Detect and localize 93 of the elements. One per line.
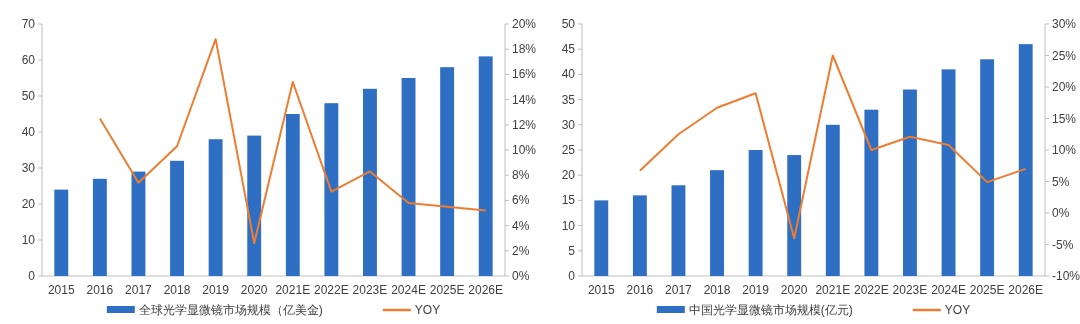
bar	[208, 139, 223, 276]
y2-tick-label: 4%	[512, 218, 530, 233]
y2-tick-label: 5%	[1052, 174, 1070, 189]
y-tick-label: 20	[561, 168, 576, 183]
bar	[825, 124, 840, 276]
bar	[170, 160, 184, 276]
y2-tick-label: 18%	[512, 42, 537, 57]
y2-tick-label: 2%	[512, 243, 530, 258]
x-tick-label: 2017	[665, 283, 693, 297]
line-series	[98, 38, 487, 245]
x-tick-label: 2022E	[314, 283, 349, 297]
bar	[54, 189, 69, 276]
y-tick-label: 30	[21, 161, 36, 175]
y2-tick-label: 12%	[512, 117, 537, 132]
x-tick-label: 2024E	[391, 283, 426, 297]
x-tick-label: 2021E	[275, 283, 311, 297]
x-tick-label: 2019	[742, 283, 770, 297]
bar	[710, 170, 724, 276]
bar	[401, 78, 416, 276]
y-tick-label: 10	[561, 218, 576, 233]
y-tick-label: 60	[21, 53, 36, 67]
bar	[247, 135, 262, 276]
bar	[92, 178, 107, 276]
x-tick-label: 2024E	[931, 283, 966, 297]
bar	[671, 185, 686, 276]
bar	[748, 150, 763, 276]
y2-tick-label: 10%	[512, 143, 537, 157]
y2-tick-label: 20%	[512, 17, 537, 31]
x-tick-label: 2025E	[429, 283, 465, 297]
y2-tick-label: -10%	[1052, 269, 1080, 283]
y2-tick-label: 16%	[512, 67, 537, 82]
bar	[787, 155, 802, 276]
y-tick-label: 70	[21, 17, 36, 31]
y-tick-label: 20	[21, 197, 36, 211]
x-tick-label: 2020	[780, 283, 808, 297]
x-tick-label: 2021E	[815, 283, 851, 297]
y-tick-label: 50	[21, 89, 36, 103]
legend-label: 全球光学显微镜市场规模（亿美金)	[138, 303, 323, 317]
bar	[440, 67, 455, 276]
bar	[903, 89, 917, 276]
y-tick-label: 40	[21, 125, 36, 139]
x-tick-label: 2020	[240, 283, 268, 297]
x-tick-label: 2019	[202, 283, 230, 297]
x-tick-label: 2015	[47, 283, 75, 297]
y-tick-label: 40	[561, 67, 576, 82]
x-tick-label: 2016	[86, 283, 114, 297]
legend-label: YOY	[944, 303, 971, 317]
y-tick-label: 0	[28, 269, 36, 283]
line-series	[638, 54, 1027, 240]
x-tick-label: 2023E	[352, 283, 388, 297]
y2-tick-label: 0%	[512, 269, 530, 283]
x-tick-label: 2018	[703, 283, 731, 297]
bar	[941, 69, 956, 276]
y-tick-label: 50	[561, 17, 576, 31]
y-tick-label: 0	[568, 269, 576, 283]
x-tick-label: 2023E	[892, 283, 928, 297]
y2-tick-label: 20%	[1052, 80, 1077, 94]
x-tick-label: 2015	[587, 283, 615, 297]
bar	[632, 195, 647, 276]
y-tick-label: 15	[561, 193, 576, 208]
bar	[131, 171, 146, 276]
y2-tick-label: 14%	[512, 92, 537, 107]
y2-tick-label: -5%	[1052, 237, 1074, 252]
bar	[594, 200, 609, 276]
y2-tick-label: 30%	[1052, 17, 1077, 31]
bar	[363, 88, 377, 276]
x-tick-label: 2018	[163, 283, 191, 297]
legend-label: 中国光学显微镜市场规模(亿元)	[688, 303, 853, 317]
bar	[324, 103, 339, 276]
y-tick-label: 10	[21, 233, 36, 247]
bar	[1018, 44, 1033, 276]
legend-label: YOY	[414, 303, 441, 317]
bar	[980, 59, 995, 276]
x-tick-label: 2017	[125, 283, 153, 297]
y-tick-label: 5	[568, 243, 576, 258]
y2-tick-label: 15%	[1052, 111, 1077, 126]
bar	[478, 56, 493, 276]
y-tick-label: 45	[561, 42, 576, 57]
y2-tick-label: 0%	[1052, 206, 1070, 220]
x-tick-label: 2026E	[1008, 283, 1044, 297]
y2-tick-label: 25%	[1052, 48, 1077, 63]
y2-tick-label: 6%	[512, 193, 530, 208]
bar	[285, 114, 300, 276]
y2-tick-label: 8%	[512, 168, 530, 183]
x-tick-label: 2016	[626, 283, 654, 297]
x-tick-label: 2022E	[854, 283, 889, 297]
y-tick-label: 35	[561, 92, 576, 107]
y-tick-label: 30	[561, 117, 576, 132]
x-tick-label: 2026E	[468, 283, 504, 297]
y-tick-label: 25	[561, 143, 576, 157]
y2-tick-label: 10%	[1052, 143, 1077, 157]
x-tick-label: 2025E	[969, 283, 1005, 297]
bar	[864, 109, 879, 276]
